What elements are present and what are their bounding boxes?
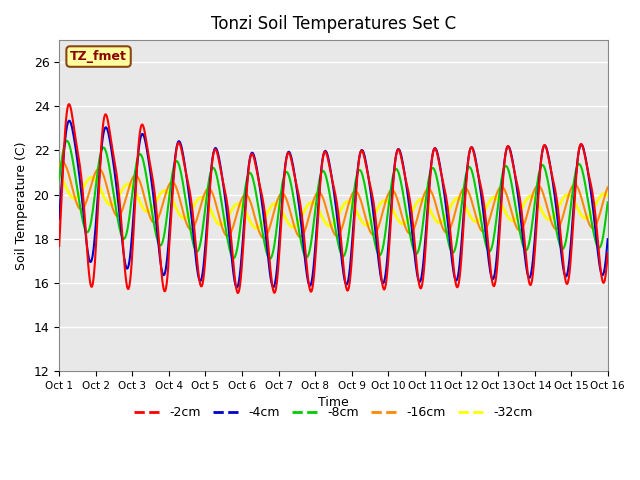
X-axis label: Time: Time	[318, 396, 349, 409]
Y-axis label: Soil Temperature (C): Soil Temperature (C)	[15, 142, 28, 270]
Title: Tonzi Soil Temperatures Set C: Tonzi Soil Temperatures Set C	[211, 15, 456, 33]
Text: TZ_fmet: TZ_fmet	[70, 50, 127, 63]
Legend: -2cm, -4cm, -8cm, -16cm, -32cm: -2cm, -4cm, -8cm, -16cm, -32cm	[129, 401, 538, 424]
